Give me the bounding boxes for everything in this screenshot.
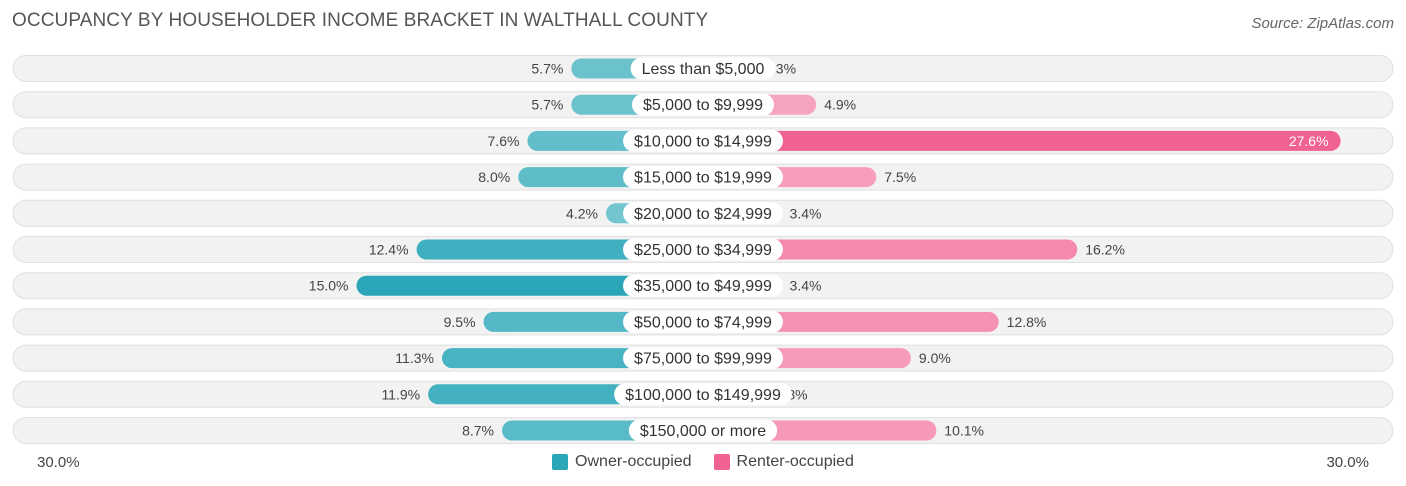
source-label: Source: ZipAtlas.com — [1251, 15, 1394, 32]
category-label: $150,000 or more — [640, 423, 766, 440]
chart-title: OCCUPANCY BY HOUSEHOLDER INCOME BRACKET … — [12, 10, 709, 31]
legend-renter[interactable]: Renter-occupied — [713, 453, 854, 471]
category-label: $5,000 to $9,999 — [643, 97, 763, 114]
owner-value-label: 9.5% — [444, 314, 476, 330]
renter-value-label: 3.4% — [790, 205, 822, 221]
category-label: $15,000 to $19,999 — [634, 170, 772, 187]
owner-value-label: 5.7% — [531, 97, 563, 113]
category-pill — [623, 274, 783, 297]
category-pill — [623, 129, 783, 152]
legend: Owner-occupied Renter-occupied — [0, 453, 1406, 471]
category-pill — [630, 57, 776, 80]
renter-value-label: 4.9% — [824, 97, 856, 113]
category-label: $35,000 to $49,999 — [634, 278, 772, 295]
category-pill — [623, 238, 783, 261]
category-pill — [628, 419, 778, 442]
owner-swatch — [552, 454, 569, 470]
category-label: $50,000 to $74,999 — [634, 314, 772, 331]
category-pill — [614, 383, 792, 406]
renter-bar — [703, 130, 1341, 151]
category-label: $10,000 to $14,999 — [634, 133, 772, 150]
category-pill — [623, 310, 783, 333]
renter-value-label: 10.1% — [944, 423, 984, 439]
renter-value-label: 12.8% — [1007, 314, 1047, 330]
owner-value-label: 5.7% — [531, 61, 563, 77]
owner-value-label: 12.4% — [369, 242, 409, 258]
owner-value-label: 7.6% — [488, 133, 520, 149]
owner-value-label: 11.9% — [381, 386, 420, 402]
owner-value-label: 8.7% — [462, 423, 494, 439]
category-label: $20,000 to $24,999 — [634, 206, 772, 223]
category-label: $75,000 to $99,999 — [634, 351, 772, 368]
legend-owner[interactable]: Owner-occupied — [552, 453, 692, 471]
renter-value-label: 27.6% — [1289, 133, 1329, 149]
renter-bar — [703, 239, 1078, 260]
legend-renter-label: Renter-occupied — [736, 453, 854, 470]
category-pill — [623, 347, 783, 370]
owner-value-label: 8.0% — [478, 169, 510, 185]
renter-value-label: 16.2% — [1085, 242, 1125, 258]
renter-swatch — [713, 454, 730, 470]
category-label: $100,000 to $149,999 — [625, 387, 781, 404]
owner-bar — [356, 275, 703, 296]
axis-max-label: 30.0% — [1326, 454, 1369, 471]
category-pill — [623, 202, 783, 225]
category-label: Less than $5,000 — [642, 61, 765, 78]
axis-min-label: 30.0% — [37, 454, 80, 471]
renter-value-label: 9.0% — [919, 350, 951, 366]
owner-value-label: 15.0% — [309, 278, 349, 294]
owner-value-label: 11.3% — [395, 350, 434, 366]
renter-value-label: 7.5% — [884, 169, 916, 185]
category-pill — [631, 93, 775, 116]
legend-owner-label: Owner-occupied — [575, 453, 692, 470]
category-pill — [623, 166, 783, 189]
owner-value-label: 4.2% — [566, 205, 598, 221]
category-label: $25,000 to $34,999 — [634, 242, 772, 259]
renter-value-label: 3.4% — [790, 278, 822, 294]
